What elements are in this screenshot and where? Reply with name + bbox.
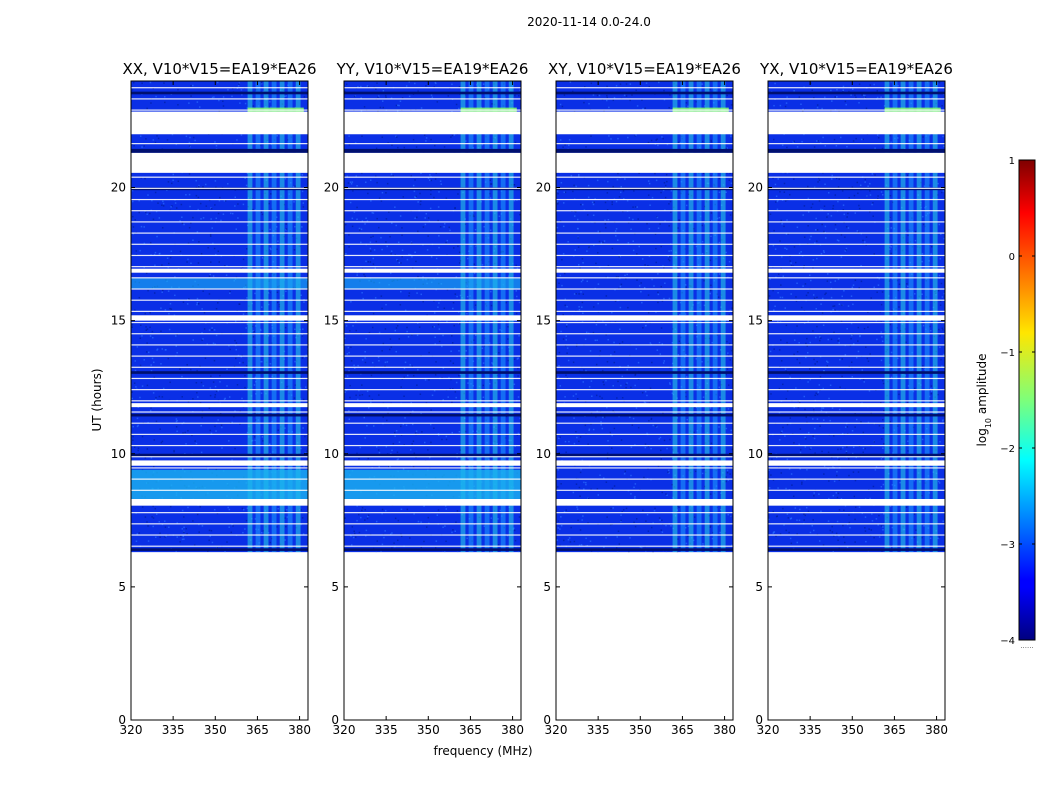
spectrogram-image <box>768 81 945 720</box>
y-tick-label: 5 <box>543 580 551 594</box>
y-tick-label: 5 <box>118 580 126 594</box>
panel-xy: XY, V10*V15=EA19*EA26 320 335 350 365 380 0 5 10… <box>536 60 741 737</box>
panel-yy: YY, V10*V15=EA19*EA26 320 335 350 365 380 0 5 10… <box>324 60 529 737</box>
x-tick-label: 335 <box>162 723 185 737</box>
x-tick-label: 365 <box>883 723 906 737</box>
y-tick-label: 5 <box>755 580 763 594</box>
spectrogram-image <box>556 81 733 720</box>
colorbar: 1 0 −1 −2 −3 −4 log10 amplitude ...... <box>975 156 1036 650</box>
y-tick-label: 15 <box>111 314 126 328</box>
x-tick-label: 380 <box>925 723 948 737</box>
panel-title: YY, V10*V15=EA19*EA26 <box>336 60 529 78</box>
y-tick-label: 20 <box>111 181 126 195</box>
spectrogram-image <box>131 81 308 720</box>
panel-yx: YX, V10*V15=EA19*EA26 320 335 350 365 380 0 5 10… <box>748 60 953 737</box>
x-tick-label: 350 <box>841 723 864 737</box>
x-tick-label: 380 <box>288 723 311 737</box>
colorbar-tick-label: −1 <box>1000 348 1015 359</box>
panel-title: XY, V10*V15=EA19*EA26 <box>548 60 741 78</box>
y-tick-label: 0 <box>331 713 339 727</box>
y-axis-label: UT (hours) <box>90 368 104 431</box>
x-tick-label: 335 <box>587 723 610 737</box>
x-tick-label: 335 <box>799 723 822 737</box>
colorbar-label: log10 amplitude <box>975 354 993 447</box>
y-tick-label: 0 <box>755 713 763 727</box>
colorbar-tick-label: −2 <box>1000 444 1015 455</box>
y-tick-label: 15 <box>536 314 551 328</box>
y-tick-label: 20 <box>324 181 339 195</box>
x-axis-label: frequency (MHz) <box>433 744 532 758</box>
x-tick-label: 350 <box>417 723 440 737</box>
y-tick-label: 15 <box>748 314 763 328</box>
spectrogram-image <box>344 81 521 720</box>
y-tick-label: 10 <box>536 447 551 461</box>
colorbar-gradient <box>1018 159 1036 641</box>
y-tick-label: 0 <box>118 713 126 727</box>
y-tick-label: 5 <box>331 580 339 594</box>
x-tick-label: 350 <box>629 723 652 737</box>
colorbar-tick-label: −4 <box>1000 636 1015 647</box>
x-tick-label: 380 <box>501 723 524 737</box>
panel-xx: XX, V10*V15=EA19*EA26 320 335 350 365 380 0 5 10… <box>111 60 317 737</box>
x-tick-label: 320 <box>757 723 780 737</box>
x-tick-label: 320 <box>545 723 568 737</box>
x-tick-label: 320 <box>120 723 143 737</box>
colorbar-tick-label: 0 <box>1009 252 1015 263</box>
x-tick-label: 365 <box>459 723 482 737</box>
colorbar-footer: ...... <box>1020 642 1033 650</box>
colorbar-tick-label: −3 <box>1000 540 1015 551</box>
x-tick-label: 365 <box>671 723 694 737</box>
panel-frame <box>767 80 946 721</box>
colorbar-tick-label: 1 <box>1009 156 1015 167</box>
y-tick-label: 20 <box>748 181 763 195</box>
y-tick-label: 0 <box>543 713 551 727</box>
y-tick-label: 10 <box>748 447 763 461</box>
panel-title: XX, V10*V15=EA19*EA26 <box>122 60 316 78</box>
x-tick-label: 350 <box>204 723 227 737</box>
panel-frame <box>343 80 522 721</box>
x-tick-label: 335 <box>375 723 398 737</box>
y-tick-label: 10 <box>324 447 339 461</box>
panel-frame <box>555 80 734 721</box>
panel-title: YX, V10*V15=EA19*EA26 <box>759 60 953 78</box>
x-tick-label: 380 <box>713 723 736 737</box>
panel-frame <box>130 80 309 721</box>
panels: XX, V10*V15=EA19*EA26 320 335 350 365 380 0 5 10… <box>111 60 953 737</box>
y-tick-label: 15 <box>324 314 339 328</box>
x-tick-label: 365 <box>246 723 269 737</box>
y-tick-label: 20 <box>536 181 551 195</box>
colorbar-ticks: 1 0 −1 −2 −3 −4 <box>1000 156 1035 647</box>
figure-title: 2020-11-14 0.0-24.0 <box>527 15 651 29</box>
y-tick-label: 10 <box>111 447 126 461</box>
x-tick-label: 320 <box>333 723 356 737</box>
